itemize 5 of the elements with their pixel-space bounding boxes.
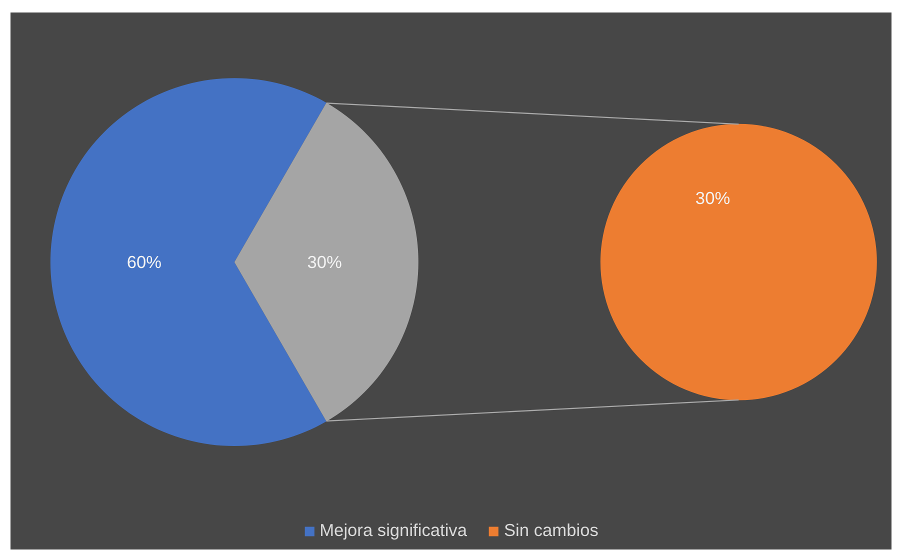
data-label: 60% <box>126 252 162 272</box>
legend-label: Mejora significativa <box>320 520 467 541</box>
data-label: 30% <box>307 252 342 272</box>
data-label: 30% <box>695 188 730 208</box>
legend-label: Sin cambios <box>504 520 598 541</box>
